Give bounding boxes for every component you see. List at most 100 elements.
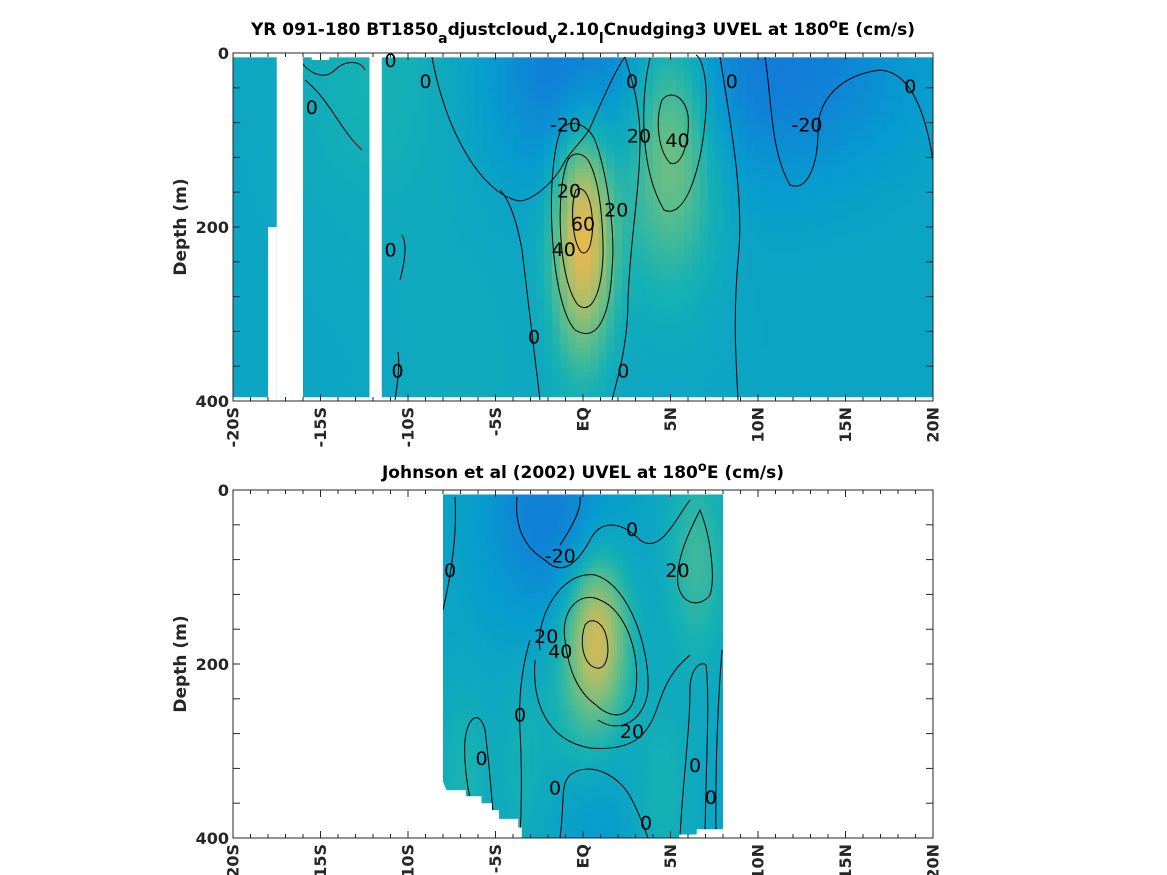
field-cell (489, 314, 499, 320)
field-cell (754, 275, 763, 281)
field-cell (707, 372, 716, 378)
field-cell (396, 348, 405, 354)
field-cell (653, 183, 662, 189)
field-cell (590, 251, 600, 257)
field-cell (481, 202, 491, 209)
field-cell (233, 86, 242, 92)
field-cell (684, 357, 693, 364)
field-cell (707, 319, 716, 325)
field-cell (598, 217, 607, 223)
field-cell (551, 217, 561, 223)
field-cell (411, 86, 421, 92)
field-cell (365, 299, 374, 306)
field-cell (723, 207, 732, 214)
field-cell (567, 294, 576, 301)
field-cell (645, 357, 654, 364)
field-cell (435, 367, 444, 374)
field-cell (528, 285, 537, 291)
field-cell (769, 319, 779, 325)
field-cell (583, 328, 592, 335)
field-cell (318, 304, 327, 311)
field-cell (474, 76, 483, 83)
field-cell (466, 256, 475, 262)
field-cell (761, 173, 771, 180)
field-cell (310, 309, 320, 315)
field-cell (513, 202, 522, 209)
field-cell (637, 183, 646, 189)
field-cell (240, 178, 250, 184)
field-cell (645, 280, 654, 286)
field-cell (427, 314, 436, 320)
field-cell (380, 139, 390, 146)
field-cell (754, 125, 763, 131)
field-cell (481, 115, 491, 121)
field-cell (629, 382, 639, 388)
field-cell (310, 115, 320, 121)
field-cell (411, 236, 421, 243)
field-cell (660, 353, 670, 359)
field-cell (621, 86, 631, 92)
field-cell (466, 105, 475, 112)
field-cell (598, 372, 607, 378)
field-cell (660, 294, 670, 301)
field-cell (334, 304, 343, 311)
field-cell (248, 299, 257, 306)
field-cell (723, 86, 732, 92)
field-cell (466, 391, 475, 398)
field-cell (427, 275, 436, 281)
field-cell (341, 299, 351, 306)
field-cell (536, 130, 545, 136)
field-cell (380, 382, 390, 388)
field-cell (264, 81, 273, 88)
field-cell (660, 110, 670, 117)
field-cell (567, 241, 576, 247)
field-cell (380, 338, 390, 344)
field-cell (334, 81, 343, 88)
field-cell (590, 105, 600, 112)
field-cell (240, 144, 250, 151)
field-cell (419, 323, 429, 330)
field-cell (598, 353, 607, 359)
field-cell (310, 241, 320, 247)
field-cell (264, 57, 273, 63)
field-cell (474, 173, 483, 180)
field-cell (520, 163, 530, 170)
field-cell (699, 319, 709, 325)
field-cell (404, 231, 413, 238)
field-cell (598, 299, 607, 306)
field-cell (785, 125, 794, 131)
field-cell (676, 76, 685, 83)
field-cell (590, 323, 600, 330)
field-cell (357, 130, 366, 136)
field-cell (707, 227, 716, 233)
field-cell (544, 319, 553, 325)
field-cell (481, 76, 491, 83)
field-cell (443, 212, 452, 218)
field-cell (303, 343, 312, 349)
field-cell (676, 115, 685, 121)
field-cell (240, 149, 250, 155)
field-cell (458, 241, 467, 247)
field-cell (264, 188, 273, 194)
field-cell (590, 115, 600, 121)
field-cell (738, 120, 747, 126)
field-cell (684, 159, 693, 165)
field-cell (318, 222, 327, 228)
field-cell (559, 299, 569, 306)
field-cell (341, 130, 351, 136)
field-cell (240, 212, 250, 218)
field-cell (551, 227, 561, 233)
field-cell (715, 353, 724, 359)
field-cell (481, 280, 491, 286)
field-cell (528, 270, 537, 277)
field-cell (326, 120, 335, 126)
field-cell (575, 290, 584, 296)
field-cell (388, 100, 397, 107)
field-cell (528, 144, 537, 151)
field-cell (404, 207, 413, 214)
field-cell (341, 294, 351, 301)
field-cell (583, 62, 592, 68)
field-cell (691, 207, 701, 214)
field-cell (497, 304, 506, 311)
field-cell (256, 328, 265, 335)
